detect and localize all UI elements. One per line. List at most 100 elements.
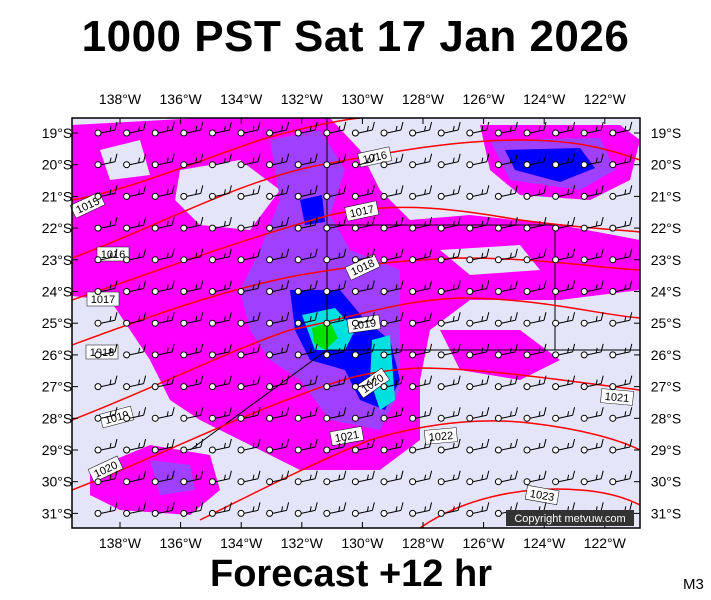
- wind-barb-flag: [509, 316, 512, 322]
- wind-barb-flag: [223, 221, 226, 227]
- station-circle: [94, 192, 102, 200]
- wind-barb: [558, 414, 573, 419]
- wind-barb-flag: [567, 316, 570, 322]
- copyright-text: Copyright metvuw.com: [514, 513, 625, 525]
- wind-barb-flag: [343, 121, 347, 131]
- wind-barb-flag: [195, 252, 198, 258]
- wind-barb-flag: [223, 157, 226, 163]
- wind-barb: [415, 383, 430, 388]
- wind-barb: [587, 288, 602, 292]
- wind-barb-flag: [600, 216, 604, 226]
- wind-barb: [329, 414, 344, 419]
- wind-barb-flag: [567, 221, 570, 227]
- wind-barb-flag: [286, 121, 290, 131]
- station-circle: [494, 224, 502, 232]
- station-circle: [151, 509, 159, 517]
- station-circle: [94, 509, 102, 517]
- wind-barb: [444, 161, 459, 166]
- wind-barb: [529, 192, 545, 197]
- wind-barb-flag: [624, 221, 627, 227]
- wind-barb: [587, 161, 602, 166]
- station-circle: [380, 129, 388, 137]
- station-circle: [151, 224, 159, 232]
- wind-barb: [272, 383, 287, 388]
- station-circle: [94, 383, 102, 391]
- wind-barb-flag: [452, 506, 455, 512]
- station-circle: [466, 446, 474, 454]
- wind-barb: [215, 319, 230, 324]
- station-circle: [237, 192, 245, 200]
- station-circle: [609, 161, 617, 169]
- wind-barb-flag: [595, 411, 598, 417]
- station-circle: [151, 288, 159, 295]
- station-circle: [552, 129, 560, 137]
- wind-barb-flag: [509, 442, 512, 449]
- wind-barb-flag: [481, 157, 484, 163]
- wind-barb-flag: [424, 442, 427, 449]
- lat-label: 22°S: [651, 220, 682, 236]
- wind-barb: [501, 129, 516, 134]
- wind-barb-flag: [109, 221, 112, 227]
- wind-barb: [186, 161, 201, 166]
- wind-barb-flag: [143, 280, 147, 289]
- station-circle: [466, 319, 474, 327]
- wind-barb: [472, 319, 487, 324]
- station-circle: [208, 224, 216, 232]
- wind-barb-flag: [228, 470, 232, 479]
- wind-barb: [301, 129, 316, 134]
- station-circle: [409, 161, 417, 169]
- wind-barb-flag: [343, 185, 347, 194]
- station-circle: [523, 256, 531, 264]
- station-circle: [609, 129, 617, 137]
- wind-barb-flag: [114, 375, 118, 384]
- station-circle: [466, 383, 474, 391]
- lon-label: 122°W: [584, 535, 627, 551]
- wind-barb-flag: [366, 284, 369, 290]
- wind-barb: [529, 288, 545, 292]
- wind-barb: [529, 446, 545, 451]
- station-circle: [94, 351, 102, 359]
- station-circle: [266, 383, 274, 391]
- wind-barb-flag: [200, 153, 204, 162]
- wind-barb-flag: [114, 216, 118, 226]
- wind-barb: [501, 288, 516, 292]
- wind-barb: [615, 224, 630, 229]
- wind-barb-flag: [228, 502, 232, 511]
- wind-barb-flag: [572, 248, 576, 257]
- wind-barb-flag: [452, 316, 455, 322]
- station-circle: [494, 446, 502, 454]
- wind-barb-flag: [538, 284, 541, 290]
- wind-barb-flag: [286, 343, 290, 353]
- wind-barb-flag: [343, 248, 347, 257]
- wind-barb: [272, 446, 287, 451]
- wind-barb-flag: [543, 185, 547, 194]
- wind-barb-flag: [424, 411, 427, 417]
- wind-barb-flag: [143, 407, 147, 416]
- wind-barb-flag: [309, 316, 312, 322]
- wind-barb-flag: [366, 411, 369, 417]
- station-circle: [609, 351, 617, 359]
- wind-barb-flag: [281, 284, 284, 290]
- wind-barb-flag: [200, 248, 204, 257]
- wind-barb-flag: [486, 185, 490, 194]
- wind-barb-flag: [457, 438, 461, 448]
- wind-barb: [587, 414, 602, 419]
- wind-barb-flag: [166, 442, 169, 449]
- wind-barb-flag: [395, 284, 398, 290]
- station-circle: [323, 383, 331, 391]
- station-circle: [437, 161, 445, 169]
- wind-barb-flag: [400, 502, 404, 511]
- wind-barb: [415, 224, 430, 229]
- wind-barb-flag: [452, 411, 455, 417]
- wind-barb-flag: [223, 316, 226, 322]
- lat-label: 24°S: [42, 284, 73, 300]
- wind-barb: [386, 383, 402, 388]
- station-circle: [494, 256, 502, 264]
- station-circle: [351, 446, 359, 454]
- wind-barb-flag: [109, 284, 112, 290]
- wind-barb-flag: [338, 189, 341, 195]
- wind-barb-flag: [624, 379, 627, 385]
- wind-barb: [529, 256, 545, 261]
- wind-barb-flag: [195, 411, 198, 417]
- station-circle: [409, 319, 417, 327]
